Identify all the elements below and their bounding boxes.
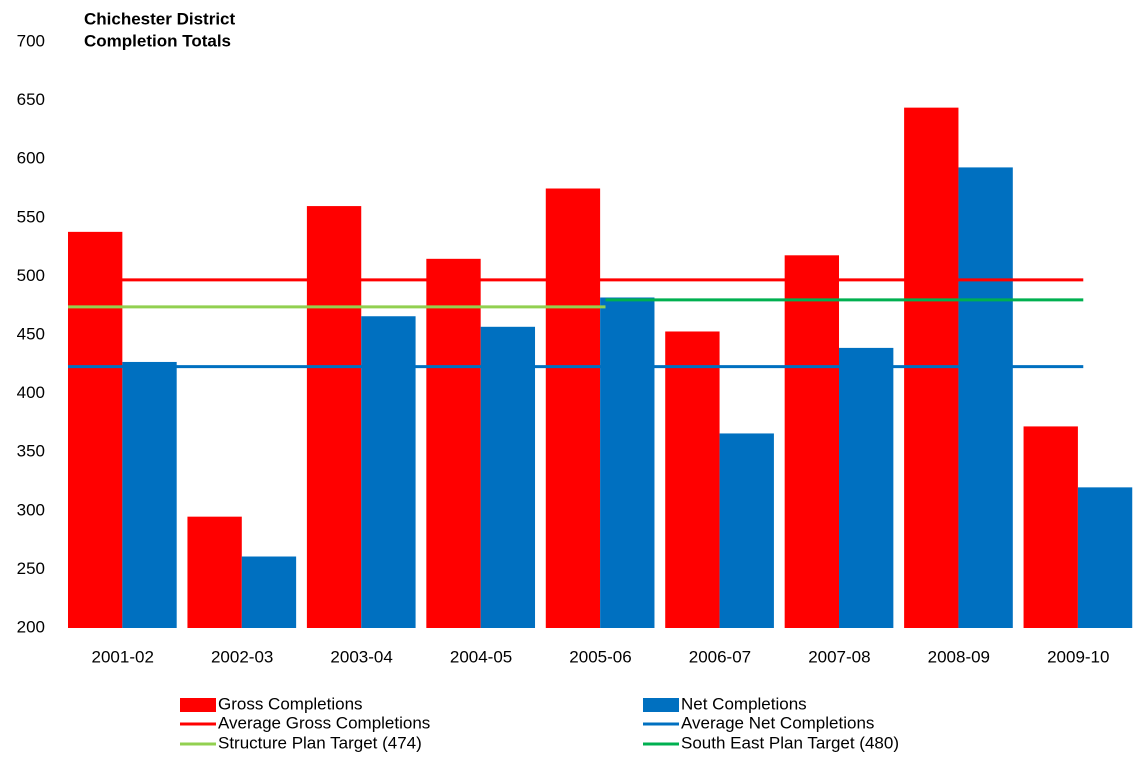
bar	[361, 316, 416, 628]
x-tick-label: 2009-10	[1047, 647, 1109, 666]
legend-label: Net Completions	[681, 694, 807, 713]
legend-label: Gross Completions	[218, 694, 363, 713]
bar	[426, 258, 481, 628]
legend-label: Average Gross Completions	[218, 713, 430, 732]
bar	[187, 516, 242, 628]
x-tick-label: 2005-06	[569, 647, 631, 666]
x-tick-label: 2004-05	[450, 647, 512, 666]
bar	[839, 347, 894, 628]
y-tick-label: 550	[17, 207, 45, 226]
bar	[306, 206, 362, 628]
bar	[719, 433, 774, 628]
chart-title: Chichester District	[84, 9, 235, 28]
bar	[600, 297, 655, 628]
y-tick-label: 350	[17, 442, 45, 461]
y-tick-label: 500	[17, 266, 45, 285]
x-tick-label: 2006-07	[689, 647, 751, 666]
bar	[68, 231, 123, 628]
y-tick-label: 250	[17, 559, 45, 578]
y-tick-label: 400	[17, 383, 45, 402]
y-tick-label: 650	[17, 90, 45, 109]
legend-label: Structure Plan Target (474)	[218, 733, 422, 752]
bar	[1023, 426, 1078, 628]
bar	[480, 326, 536, 628]
bar	[665, 331, 720, 628]
legend-label: South East Plan Target (480)	[681, 733, 899, 752]
y-tick-label: 450	[17, 324, 45, 343]
bar	[122, 361, 177, 628]
legend-label: Average Net Completions	[681, 713, 874, 732]
y-tick-label: 200	[17, 617, 45, 636]
x-tick-label: 2003-04	[330, 647, 392, 666]
x-tick-label: 2002-03	[211, 647, 273, 666]
bar	[784, 255, 840, 628]
bar	[1077, 487, 1133, 628]
legend-swatch	[643, 698, 679, 712]
y-tick-label: 300	[17, 500, 45, 519]
x-tick-label: 2008-09	[928, 647, 990, 666]
y-tick-label: 700	[17, 31, 45, 50]
x-tick-label: 2001-02	[92, 647, 154, 666]
y-tick-label: 600	[17, 149, 45, 168]
chart-title: Completion Totals	[84, 31, 231, 50]
bar	[241, 556, 297, 628]
legend-swatch	[180, 698, 216, 712]
bar	[958, 167, 1013, 629]
bar	[545, 188, 601, 628]
x-tick-label: 2007-08	[808, 647, 870, 666]
